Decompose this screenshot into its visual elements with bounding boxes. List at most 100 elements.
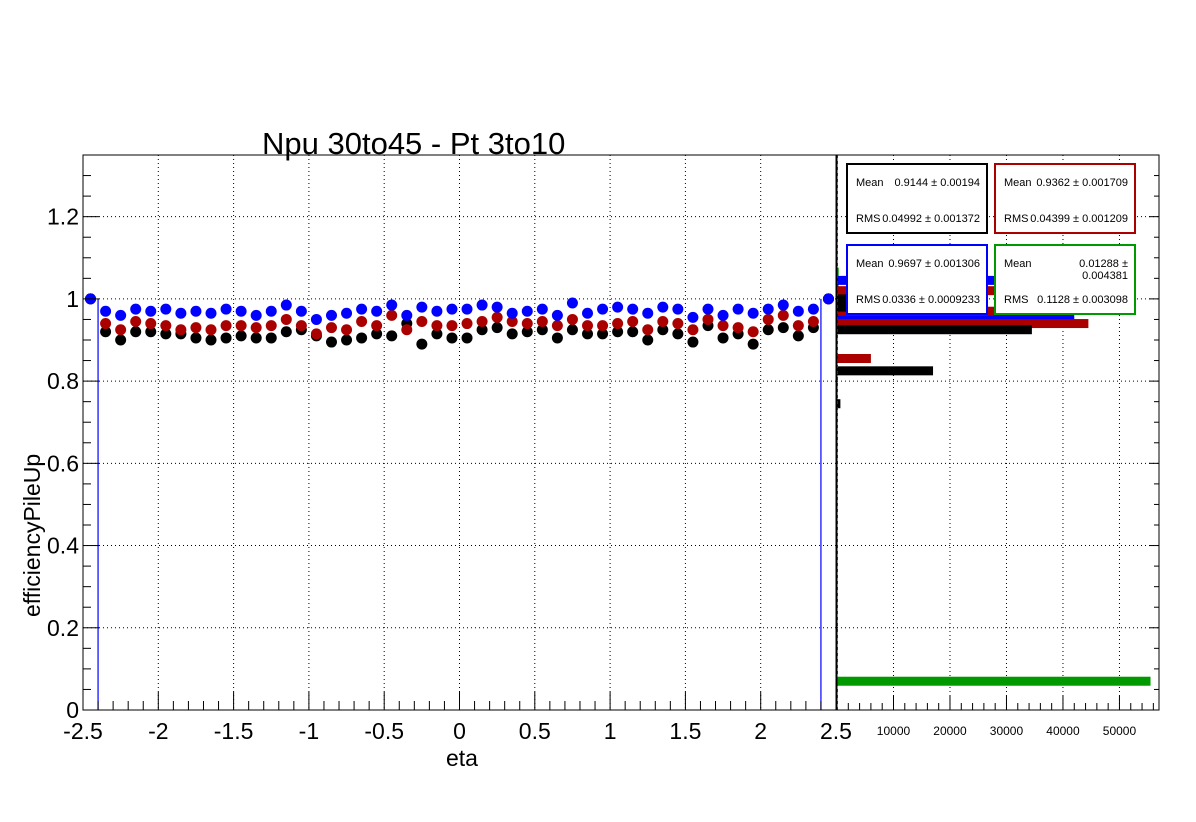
data-point: [205, 307, 217, 319]
stats-rms-value: 0.04992 ± 0.001372: [882, 213, 980, 225]
data-point: [100, 305, 112, 317]
data-point: [401, 324, 413, 336]
data-point: [190, 322, 202, 334]
data-point: [582, 307, 594, 319]
x-tick-label: 2: [754, 718, 767, 744]
data-point: [491, 301, 503, 313]
data-point: [160, 320, 172, 332]
data-point: [807, 316, 819, 327]
data-point: [627, 316, 639, 327]
data-point: [145, 326, 157, 338]
y-tick-label: 0.4: [47, 533, 79, 559]
data-point: [566, 324, 578, 336]
data-point: [762, 303, 774, 315]
data-point: [115, 309, 127, 321]
stats-mean-label: Mean: [856, 177, 884, 189]
data-point: [416, 338, 428, 350]
y-tick-label: 1: [66, 286, 79, 312]
data-point: [762, 313, 774, 325]
data-point: [657, 324, 669, 336]
data-point: [642, 307, 654, 319]
data-point: [310, 313, 322, 325]
data-point: [265, 332, 277, 344]
data-point: [130, 326, 142, 338]
data-point: [431, 328, 443, 340]
y-tick-label: 0.2: [47, 615, 79, 641]
data-point: [551, 309, 563, 321]
series-blue: [85, 293, 834, 325]
data-point: [702, 313, 714, 325]
data-point: [356, 316, 368, 327]
data-point: [235, 305, 247, 317]
hist-bar: [837, 312, 1075, 322]
main-series: [85, 293, 834, 710]
data-point: [672, 328, 684, 340]
data-point: [160, 328, 172, 340]
data-point: [446, 332, 458, 344]
data-point: [250, 332, 262, 344]
data-point: [807, 303, 819, 315]
data-point: [295, 305, 307, 317]
main-axes: -2.5 -2 -1.5 -1 -0.5 0 0.5 1 1.5 2 2.5 0 0.2 0.4 0.6 0.…: [47, 154, 852, 744]
stats-rms-label: RMS: [856, 294, 881, 306]
data-point: [220, 320, 232, 332]
data-point: [551, 332, 563, 344]
data-point: [115, 334, 127, 346]
data-point: [461, 332, 473, 344]
data-point: [145, 305, 157, 317]
y-tick-label: 0.8: [47, 368, 79, 394]
data-point: [220, 303, 232, 315]
data-point: [536, 303, 548, 315]
data-point: [777, 322, 789, 334]
side-axes: 10000 20000 30000 40000 50000: [836, 154, 1160, 738]
data-point: [491, 322, 503, 334]
data-point: [657, 301, 669, 313]
data-point: [100, 326, 112, 338]
data-point: [627, 326, 639, 338]
data-point: [235, 330, 247, 342]
data-point: [476, 324, 488, 336]
data-point: [265, 305, 277, 317]
data-point: [777, 299, 789, 311]
data-point: [747, 307, 759, 319]
side-x-tick-label: 30000: [990, 724, 1024, 738]
data-point: [341, 334, 353, 346]
hist-bar: [837, 267, 839, 277]
data-point: [672, 303, 684, 315]
data-point: [190, 332, 202, 344]
data-point: [627, 303, 639, 315]
data-point: [536, 324, 548, 336]
data-point: [295, 320, 307, 332]
data-point: [416, 316, 428, 327]
data-point: [717, 309, 729, 321]
data-point: [175, 307, 187, 319]
data-point: [100, 318, 112, 330]
data-point: [280, 326, 292, 338]
x-tick-label: 1.5: [669, 718, 701, 744]
stats-mean-label: Mean: [1004, 258, 1032, 270]
data-point: [551, 320, 563, 332]
data-point: [521, 318, 533, 330]
data-point: [491, 311, 503, 323]
stats-mean-label: Mean: [856, 258, 884, 270]
side-x-tick-label: 40000: [1046, 724, 1080, 738]
y-tick-label: 0: [66, 697, 79, 723]
data-point: [205, 334, 217, 346]
x-tick-label: -2.5: [63, 718, 103, 744]
stats-rms-value: 0.0336 ± 0.0009233: [882, 294, 980, 306]
data-point: [356, 303, 368, 315]
hist-bar: [837, 676, 1151, 686]
data-point: [506, 328, 518, 340]
data-point: [672, 318, 684, 330]
data-point: [612, 326, 624, 338]
stats-mean-value: 0.9144 ± 0.00194: [894, 177, 980, 189]
chart-title: Npu 30to45 - Pt 3to10: [262, 126, 565, 161]
stats-rms-value: 0.04399 ± 0.001209: [1030, 213, 1128, 225]
data-point: [747, 338, 759, 350]
data-point: [461, 303, 473, 315]
data-point: [250, 309, 262, 321]
x-tick-label: 0: [453, 718, 466, 744]
stats-rms-value: 0.1128 ± 0.003098: [1037, 294, 1128, 306]
data-point: [521, 305, 533, 317]
